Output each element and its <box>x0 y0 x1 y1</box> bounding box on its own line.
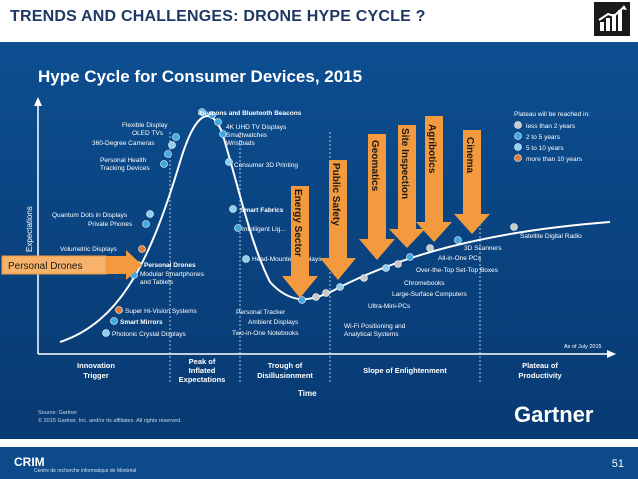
footer-band <box>0 447 638 479</box>
arrow-geomatics: Geomatics <box>359 134 395 260</box>
tech-label: Ultra-Mini-PCs <box>368 303 411 310</box>
phase-innovation-trigger: Innovation Trigger <box>77 361 115 380</box>
arrow-cinema: Cinema <box>454 130 490 234</box>
tech-label: Wristbads <box>226 140 256 147</box>
tech-label: 3D Scanners <box>464 245 502 252</box>
legend-item: less than 2 years <box>526 123 576 130</box>
annotation-arrows: Energy Sector Public Safety Geomatics Si… <box>282 116 490 298</box>
tech-label: Personal Health Tracking Devices <box>100 157 150 172</box>
arrow-energy-sector: Energy Sector <box>282 186 318 298</box>
legend-item: more than 10 years <box>526 156 583 163</box>
tech-label: Modular Smartphones and Tablets <box>140 271 205 286</box>
legend: Plateau will be reached in: less than 2 … <box>514 111 590 163</box>
source-line: © 2015 Gartner, Inc. and/or its affiliat… <box>38 417 182 424</box>
tech-label: Photonic Crystal Displays <box>112 331 186 338</box>
x-axis-label: Time <box>298 389 317 398</box>
arrow-label: Energy Sector <box>292 189 303 257</box>
arrow-label: Site Inspection <box>399 128 410 199</box>
tech-label: Volumetric Displays <box>60 246 117 253</box>
tech-label: 4K UHD TV Displays <box>226 124 287 131</box>
legend-item: 5 to 10 years <box>526 145 564 152</box>
tech-label: Ambient Displays <box>248 319 299 326</box>
arrow-label: Public Safety <box>330 163 341 226</box>
phase-slope: Slope of Enlightenment <box>363 366 447 375</box>
crim-logo: CRIM <box>14 455 45 469</box>
arrow-label: Cinema <box>464 137 475 174</box>
tech-label: Smartwatches <box>226 132 268 139</box>
phase-peak: Peak of Inflated Expectations <box>179 357 226 384</box>
technology-markers <box>102 108 518 337</box>
slide-title: TRENDS AND CHALLENGES: DRONE HYPE CYCLE … <box>10 8 426 25</box>
arrow-agribotics: Agribotics <box>416 116 452 242</box>
personal-drones-callout: Personal Drones <box>1 250 142 280</box>
tech-label: Consumer 3D Printing <box>234 162 298 169</box>
technology-labels: Flexible Display OLED TVs 360-Degree Cam… <box>52 110 582 338</box>
tech-label: Super Hi-Vision Systems <box>125 308 198 315</box>
tech-label: Wi-Fi Positioning and Analytical Systems <box>344 323 406 338</box>
crim-logo-subtitle: Centre de recherche informatique de Mont… <box>34 468 137 474</box>
arrow-public-safety: Public Safety <box>320 160 356 280</box>
tech-label: Quantum Dots in Displays <box>52 212 128 219</box>
source-line: Source: Gartner <box>38 410 77 416</box>
tech-label: Personal Drones <box>144 262 196 269</box>
phase-trough: Trough of Disillusionment <box>257 361 313 380</box>
y-axis-label: Expectations <box>25 206 34 252</box>
tech-label: iBeacons and Bluetooth Beacons <box>198 110 302 117</box>
phase-plateau: Plateau of Productivity <box>518 361 562 380</box>
tech-label: Chromebooks <box>404 280 445 287</box>
gartner-logo: Gartner <box>514 402 594 427</box>
legend-item: 2 to 5 years <box>526 134 561 141</box>
tech-label: Head-Mounted Displays <box>252 256 322 263</box>
tech-label: Smart Mirrors <box>120 319 163 326</box>
arrow-label: Agribotics <box>426 124 437 174</box>
tech-label: 360-Degree Cameras <box>92 140 155 147</box>
callout-label: Personal Drones <box>8 261 82 272</box>
y-axis-arrow-icon <box>34 97 42 106</box>
tech-label: Satellite Digital Radio <box>520 233 582 240</box>
arrow-label: Geomatics <box>369 140 380 192</box>
hype-cycle-figure: Hype Cycle for Consumer Devices, 2015 Ex… <box>0 42 638 439</box>
tech-label: OLED TVs <box>132 130 164 137</box>
as-of-date: As of July 2015 <box>564 344 602 350</box>
tech-label: Flexible Display <box>122 122 168 129</box>
tech-label: Intelligent Lig... <box>242 226 286 233</box>
tech-label: Over-the-Top Set-Top Boxes <box>416 267 499 274</box>
x-axis-arrow-icon <box>607 350 616 358</box>
figure-title: Hype Cycle for Consumer Devices, 2015 <box>38 67 362 86</box>
legend-title: Plateau will be reached in: <box>514 111 590 118</box>
tech-label: All-in-One PCs <box>438 255 482 262</box>
hype-curve <box>59 115 611 343</box>
arrow-site-inspection: Site Inspection <box>389 125 425 248</box>
rising-chart-icon <box>594 2 630 36</box>
tech-label: Smart Fabrics <box>240 207 284 214</box>
tech-label: Private Phones <box>88 221 133 228</box>
tech-label: Two-in-One Notebooks <box>232 330 299 337</box>
tech-label: Personal Tracker <box>236 309 286 316</box>
tech-label: Large-Surface Computers <box>392 291 468 298</box>
page-number: 51 <box>611 458 624 470</box>
